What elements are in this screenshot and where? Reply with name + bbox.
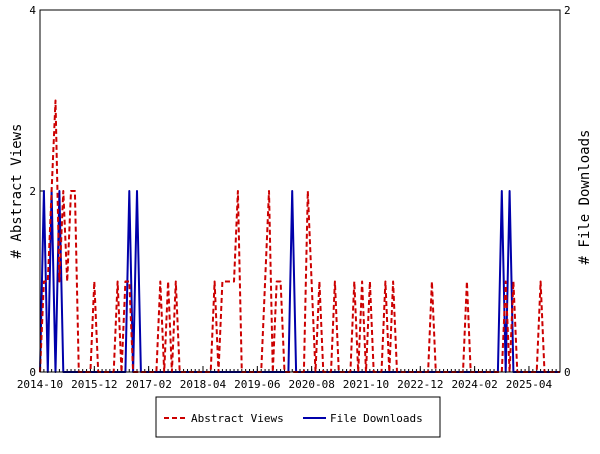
x-tick-label: 2025-04	[506, 378, 553, 391]
ticks-layer	[39, 9, 561, 373]
x-tick-label: 2019-06	[234, 378, 280, 391]
series-layer	[39, 99, 560, 373]
y-axis-title-right: # File Downloads	[577, 130, 593, 265]
y-left-tick-label: 0	[29, 366, 36, 379]
labels-layer: 2014-10 2015-12 2017-02 2018-04 2019-06 2020-…	[17, 4, 571, 391]
x-tick-label: 2020-08	[288, 378, 334, 391]
series-line-file-downloads	[39, 190, 560, 373]
x-tick-label: 2021-10	[343, 378, 389, 391]
series-line-abstract-views	[39, 99, 560, 373]
x-tick-label: 2024-02	[451, 378, 497, 391]
legend-label-file-downloads: File Downloads	[330, 412, 423, 425]
y-left-tick-label: 2	[29, 185, 36, 198]
plot-frame	[39, 9, 561, 373]
legend: Abstract Views File Downloads	[155, 396, 441, 438]
legend-label-abstract-views: Abstract Views	[191, 412, 284, 425]
x-tick-label: 2014-10	[17, 378, 63, 391]
x-tick-label: 2018-04	[180, 378, 227, 391]
legend-box	[155, 396, 441, 438]
x-tick-label: 2015-12	[71, 378, 117, 391]
y-right-tick-label: 0	[564, 366, 571, 379]
y-left-tick-label: 4	[29, 4, 36, 17]
y-right-tick-label: 2	[564, 4, 571, 17]
y-axis-title-left: # Abstract Views	[9, 124, 25, 259]
x-tick-label: 2022-12	[397, 378, 443, 391]
x-tick-label: 2017-02	[125, 378, 171, 391]
